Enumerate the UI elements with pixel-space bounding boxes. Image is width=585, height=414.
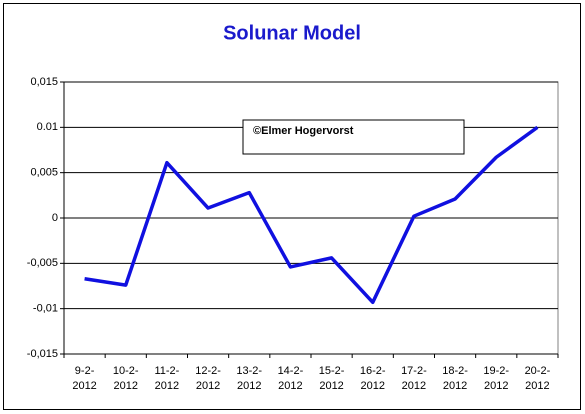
x-tick-label: 10-2- 2012 xyxy=(113,365,139,392)
x-tick-line: 17-2- xyxy=(401,365,427,377)
x-tick-label: 16-2- 2012 xyxy=(360,365,386,392)
y-tick-label: 0,005 xyxy=(30,167,58,179)
x-tick-line: 2012 xyxy=(114,380,138,392)
annotation-box xyxy=(242,119,465,155)
x-tick-label: 17-2- 2012 xyxy=(401,365,427,392)
x-tick-line: 19-2- xyxy=(483,365,509,377)
x-tick-line: 2012 xyxy=(237,380,261,392)
x-tick-line: 2012 xyxy=(196,380,220,392)
x-tick-line: 2012 xyxy=(72,380,96,392)
x-tick-line: 2012 xyxy=(278,380,302,392)
x-tick-label: 12-2- 2012 xyxy=(195,365,221,392)
data-line xyxy=(84,125,539,305)
x-tick-label: 19-2- 2012 xyxy=(483,365,509,392)
x-tick-line: 10-2- xyxy=(113,365,139,377)
x-tick-line: 11-2- xyxy=(154,365,179,377)
y-tick-label: -0,015 xyxy=(27,348,58,360)
x-tick-line: 2012 xyxy=(155,380,179,392)
chart-title: Solunar Model xyxy=(223,22,361,44)
x-tick-line: 9-2- xyxy=(75,365,95,377)
x-tick-line: 2012 xyxy=(319,380,343,392)
x-tick-label: 11-2- 2012 xyxy=(154,365,179,392)
x-tick-line: 2012 xyxy=(402,380,426,392)
x-tick-line: 20-2- xyxy=(525,365,551,377)
x-tick-line: 18-2- xyxy=(442,365,468,377)
x-tick-line: 2012 xyxy=(361,380,385,392)
x-tick-label: 15-2- 2012 xyxy=(319,365,345,392)
x-tick-line: 14-2- xyxy=(278,365,304,377)
x-tick-label: 14-2- 2012 xyxy=(278,365,304,392)
x-tick-line: 16-2- xyxy=(360,365,386,377)
y-tick-label: 0 xyxy=(52,212,58,224)
x-tick-label: 20-2- 2012 xyxy=(525,365,551,392)
y-tick-label: -0,01 xyxy=(33,303,58,315)
x-tick-line: 2012 xyxy=(525,380,549,392)
x-tick-line: 12-2- xyxy=(195,365,221,377)
x-tick-line: 2012 xyxy=(484,380,508,392)
x-tick-label: 9-2- 2012 xyxy=(72,365,96,392)
annotation: ©Elmer Hogervorst xyxy=(253,125,354,137)
x-tick-line: 15-2- xyxy=(319,365,345,377)
y-tick-label: 0.01 xyxy=(37,121,58,133)
x-tick-label: 18-2- 2012 xyxy=(442,365,468,392)
x-tick-line: 13-2- xyxy=(236,365,262,377)
y-tick-label: 0,015 xyxy=(30,76,58,88)
x-tick-line: 2012 xyxy=(443,380,467,392)
x-tick-label: 13-2- 2012 xyxy=(236,365,262,392)
y-tick-label: -0,005 xyxy=(27,257,58,269)
